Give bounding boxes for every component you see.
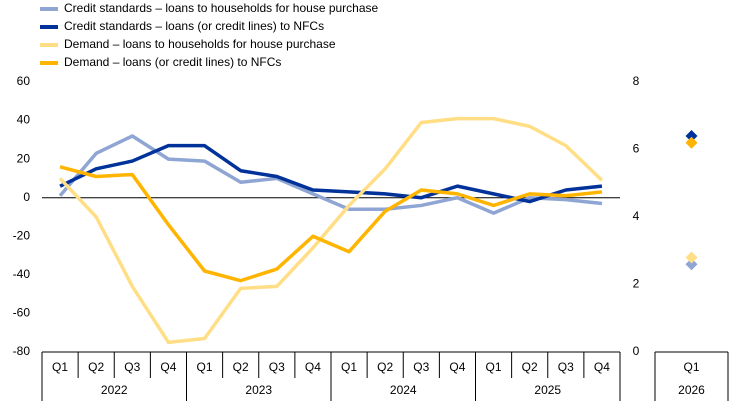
- diamond-marker: [685, 136, 698, 149]
- legend-label: Credit standards – loans to households f…: [64, 1, 379, 15]
- x-tick-label: Q3: [558, 360, 574, 374]
- series-line: [58, 134, 603, 215]
- x-tick-label: Q2: [377, 360, 393, 374]
- x-tick-label: Q3: [124, 360, 140, 374]
- x-tick-label: Q2: [233, 360, 249, 374]
- x-tick-label: Q4: [305, 360, 321, 374]
- y-tick-label: 20: [17, 151, 31, 165]
- year-label: 2023: [245, 383, 272, 397]
- y-tick-label: 40: [17, 113, 31, 127]
- x-tick-label: Q1: [486, 360, 502, 374]
- x-tick-label: Q3: [413, 360, 429, 374]
- x-tick-label: Q1: [341, 360, 357, 374]
- y-tick-label: 4: [633, 209, 640, 223]
- y-tick-label: 8: [633, 74, 640, 88]
- y-tick-label: -60: [13, 306, 31, 320]
- legend-label: Demand – loans to households for house p…: [64, 37, 336, 51]
- x-tick-label: Q1: [683, 360, 699, 374]
- diamond-marker: [685, 258, 698, 271]
- y-tick-label: 0: [633, 344, 640, 358]
- diamond-marker: [685, 251, 698, 264]
- year-label: 2026: [678, 383, 705, 397]
- x-tick-label: Q4: [449, 360, 465, 374]
- x-tick-label: Q4: [160, 360, 176, 374]
- x-tick-label: Q2: [88, 360, 104, 374]
- year-label: 2025: [534, 383, 561, 397]
- series-line: [59, 165, 603, 283]
- y-tick-label: 2: [633, 277, 640, 291]
- y-tick-label: 6: [633, 142, 640, 156]
- y-tick-label: 60: [17, 74, 31, 88]
- y-tick-label: -80: [13, 344, 31, 358]
- series-line: [59, 143, 603, 204]
- x-tick-label: Q1: [52, 360, 68, 374]
- y-tick-label: -20: [13, 228, 31, 242]
- diamond-marker: [685, 130, 698, 142]
- legend-label: Credit standards – loans (or credit line…: [64, 19, 324, 33]
- series-line: [58, 116, 604, 345]
- x-tick-label: Q2: [522, 360, 538, 374]
- y-tick-label: -40: [13, 267, 31, 281]
- x-tick-label: Q4: [594, 360, 610, 374]
- legend-label: Demand – loans (or credit lines) to NFCs: [64, 55, 281, 69]
- x-tick-label: Q3: [269, 360, 285, 374]
- x-tick-label: Q1: [197, 360, 213, 374]
- year-label: 2024: [390, 383, 417, 397]
- year-label: 2022: [101, 383, 128, 397]
- y-tick-label: 0: [23, 190, 30, 204]
